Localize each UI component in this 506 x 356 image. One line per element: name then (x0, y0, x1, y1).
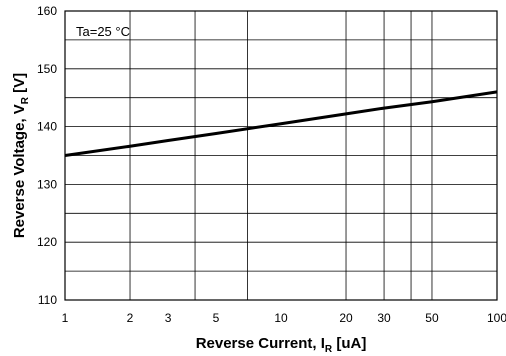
series-line (64, 90, 498, 157)
y-tick-label: 110 (38, 293, 57, 307)
x-tick-label: 20 (339, 311, 353, 325)
series-line-group (64, 90, 498, 157)
x-tick-label: 100 (487, 311, 506, 325)
y-tick-label: 130 (37, 177, 57, 191)
x-tick-label: 2 (127, 311, 134, 325)
x-tick-label: 1 (62, 311, 69, 325)
x-axis-title: Reverse Current, IR [uA] (196, 335, 367, 355)
y-axis-title: Reverse Voltage, VR [V] (11, 73, 31, 238)
x-axis-title-sub: R (325, 344, 333, 355)
y-axis-title-unit: [V] (11, 73, 28, 97)
y-axis-title-sub: R (20, 96, 31, 104)
x-gridlines (129, 11, 433, 300)
x-tick-label: 50 (425, 311, 439, 325)
x-tick-label: 30 (377, 311, 391, 325)
y-tick-label: 150 (37, 62, 57, 76)
x-tick-labels: 1 2 3 5 10 20 30 50 100 (62, 311, 506, 325)
x-tick-label: 3 (165, 311, 172, 325)
x-tick-label: 5 (213, 311, 220, 325)
annotation-temperature: Ta=25 °C (76, 24, 130, 39)
x-tick-label: 10 (274, 311, 288, 325)
x-axis-title-main: Reverse Current, I (196, 335, 325, 352)
y-tick-label: 120 (37, 235, 57, 249)
plot-frame (64, 10, 498, 301)
x-axis-title-unit: [uA] (332, 335, 366, 352)
y-axis-title-main: Reverse Voltage, V (11, 104, 28, 238)
y-tick-labels: 110 120 130 140 150 160 (37, 4, 57, 307)
y-tick-label: 140 (37, 120, 57, 134)
y-tick-label: 160 (37, 4, 57, 18)
